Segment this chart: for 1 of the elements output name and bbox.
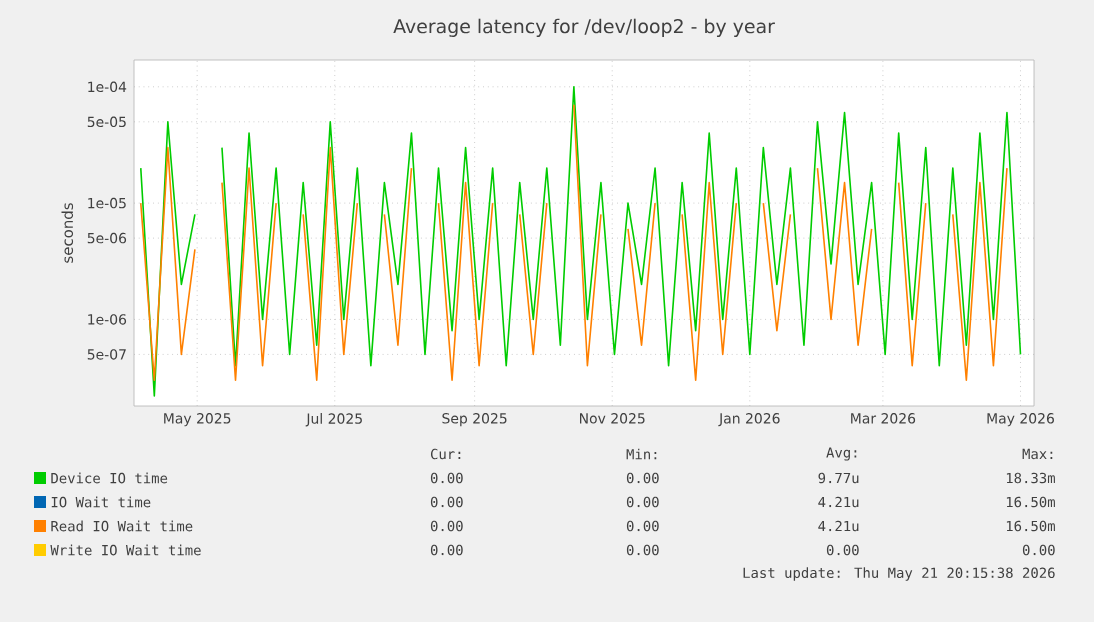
- chart-title: Average latency for /dev/loop2 - by year: [393, 18, 775, 38]
